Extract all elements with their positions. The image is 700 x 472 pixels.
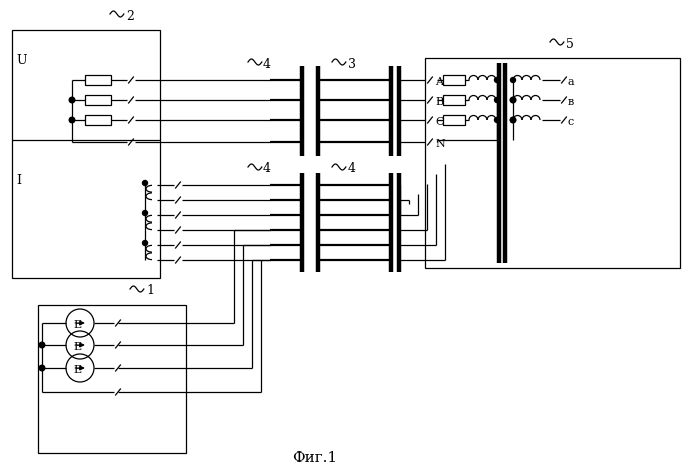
Circle shape (494, 77, 500, 83)
Text: 4: 4 (263, 162, 271, 176)
Text: 4: 4 (263, 58, 271, 70)
Text: Фиг.1: Фиг.1 (293, 451, 337, 465)
Circle shape (39, 365, 45, 371)
Circle shape (69, 117, 75, 123)
Circle shape (510, 97, 516, 103)
Text: E: E (73, 320, 81, 330)
Text: I: I (16, 174, 21, 186)
Circle shape (143, 211, 148, 216)
Text: A: A (435, 77, 443, 87)
Text: E: E (73, 365, 81, 375)
Text: N: N (435, 139, 444, 149)
Circle shape (494, 98, 500, 102)
Text: с: с (568, 117, 574, 127)
Circle shape (510, 118, 515, 123)
Circle shape (39, 342, 45, 348)
Text: в: в (568, 97, 574, 107)
Text: E: E (73, 342, 81, 352)
Bar (85, 95, 111, 105)
Circle shape (69, 97, 75, 103)
Text: а: а (568, 77, 575, 87)
Bar (425, 58, 680, 268)
Text: 2: 2 (126, 9, 134, 23)
Circle shape (494, 118, 500, 123)
Bar (443, 115, 465, 125)
Circle shape (510, 98, 515, 102)
Text: 1: 1 (146, 285, 154, 297)
Text: U: U (16, 53, 27, 67)
Text: 3: 3 (348, 58, 356, 70)
Bar (85, 75, 111, 85)
Text: B: B (435, 97, 443, 107)
Circle shape (143, 241, 148, 245)
Bar (443, 75, 465, 85)
Bar (38, 305, 186, 453)
Bar (443, 95, 465, 105)
Circle shape (510, 77, 515, 83)
Text: C: C (435, 117, 444, 127)
Bar (12, 30, 160, 278)
Bar (85, 115, 111, 125)
Circle shape (510, 117, 516, 123)
Text: 5: 5 (566, 37, 574, 51)
Text: 4: 4 (348, 162, 356, 176)
Circle shape (143, 180, 148, 185)
